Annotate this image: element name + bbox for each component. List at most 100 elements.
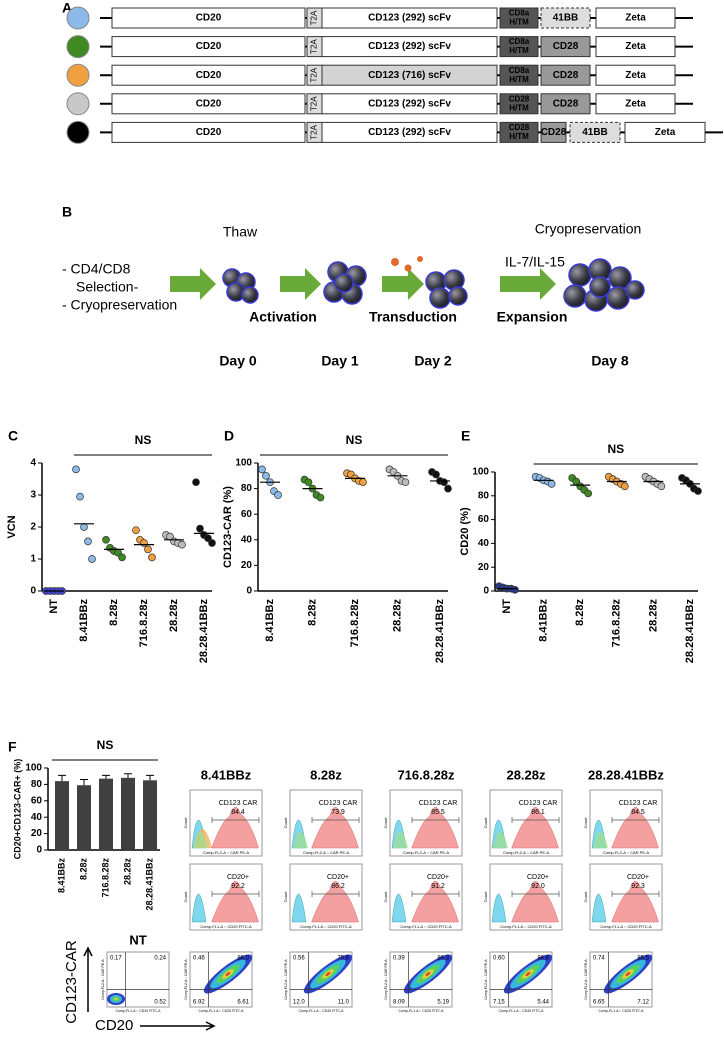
y-tick-label: 40 [31,812,43,823]
y-tick-label: 100 [235,458,252,469]
x-tick-label: NT [501,599,513,614]
domain-box [499,93,539,115]
y-tick-label: 4 [30,458,36,469]
axis-label: Comp-FL2-A :: CAR PE-A [203,850,249,855]
construct-header: 28.28.41BBz [588,767,664,782]
domain-box [540,64,591,86]
data-point [444,484,452,493]
gate [211,891,260,897]
gate-value: 85.5 [431,809,445,816]
domain-box [540,7,591,29]
x-tick-label: 8.28z [306,599,318,626]
overlay-peak [193,831,208,848]
domain-label: CD123 (716) scFv [368,70,451,81]
domain-label: CD28 [509,123,530,132]
domain-box [540,36,591,58]
domain-label: CD20 [196,13,222,24]
x-tick-label: NT [48,599,60,614]
gate-value: 92.2 [231,883,245,890]
domain-label: Zeta [625,70,646,81]
data-point [196,524,204,533]
error-bar [58,774,66,782]
x-tick-label: 8.28z [78,858,88,881]
cell-cloud [114,997,118,1001]
domain-label: CD8a [509,66,530,75]
panel-label: B [62,204,72,220]
y-tick-label: 20 [241,560,253,571]
y-axis-label: CD20 (%) [459,507,471,556]
domain-box [499,64,539,86]
domain-box [595,36,676,58]
x-tick-label: 716.8.28z [100,858,110,898]
data-point [178,540,186,549]
quadrant-value: 86.3 [437,956,449,962]
process-arrows [170,268,556,300]
domain-label: CD123 (292) scFv [368,98,451,109]
y-arrow [83,946,93,1012]
step-label: Activation [249,309,317,325]
data-point [140,539,148,547]
data-point [359,478,367,487]
data-point [88,555,96,563]
axis-label: Count [383,891,388,903]
quadrant-value: 6.92 [193,1000,205,1006]
gate-value: 73.9 [331,809,345,816]
start-text: Selection- [76,279,139,295]
overlay-peak [593,831,608,848]
axis-label: Comp-FL2-A :: CAR PE-A [403,850,449,855]
axis-label: Comp-FL2-A :: CAR PE-A [484,959,488,1000]
quadrant-value: 12.0 [293,1000,305,1006]
significance-label: NS [135,433,152,447]
x-tick-label: 28.28z [122,858,132,886]
domain-label: CD123 (292) scFv [368,41,451,52]
y-tick-label: 60 [478,514,490,525]
x-tick-label: 716.8.28z [611,599,623,648]
quadrant-value: 6.65 [593,1000,605,1006]
axis-label: Comp-FL2-A :: CAR PE-A [284,959,288,1000]
negative-peak [391,894,407,923]
y-axis-label: CD20+CD123-CAR+ (%) [12,759,22,860]
axis-label: Comp-FL1-A :: CD20 FITC-A [299,1009,345,1013]
x-tick-label: 28.28z [391,599,403,633]
data-point [258,465,266,474]
x-tick-label: 28.28.41BBz [198,599,210,664]
domain-box [321,121,498,143]
gate-name: CD123 CAR [219,800,258,807]
y-tick-label: 40 [241,534,253,545]
significance-label: NS [607,442,624,456]
day-label: Day 8 [591,353,629,369]
construct-dot [66,6,90,30]
construct-dot [66,63,90,87]
quadrant-value: 0.52 [154,1000,166,1006]
panel-label: F [8,739,17,755]
data-point [401,478,410,487]
domain-label: Zeta [625,98,646,109]
domain-box [499,121,539,143]
domain-label: T2A [310,10,319,25]
day-label: Day 0 [219,353,257,369]
domain-box [569,121,621,143]
domain-box [499,36,539,58]
gate [411,817,460,823]
significance-label: NS [97,738,114,752]
domain-box [321,7,498,29]
y-tick-label: 40 [478,538,490,549]
positive-peak [411,881,459,923]
gate-name: CD20+ [627,874,649,881]
y-tick-label: 60 [31,795,43,806]
data-point [620,482,629,491]
overlay-peak [293,831,308,848]
domain-label: CD123 (292) scFv [368,127,451,138]
cell-cloud [525,971,531,977]
gate [511,891,560,897]
y-tick-label: 80 [241,483,253,494]
data-point [118,553,126,562]
domain-label: CD123 (292) scFv [368,13,451,24]
domain-label: CD20 [196,127,222,138]
data-point [274,491,282,499]
positive-peak [511,807,559,849]
x-tick-label: 8.28z [574,599,586,626]
y-arrow-label: CD123-CAR [63,940,80,1024]
axis-label: Comp-FL2-A :: CAR PE-A [303,850,349,855]
quadrant-value: 0.74 [593,956,605,962]
